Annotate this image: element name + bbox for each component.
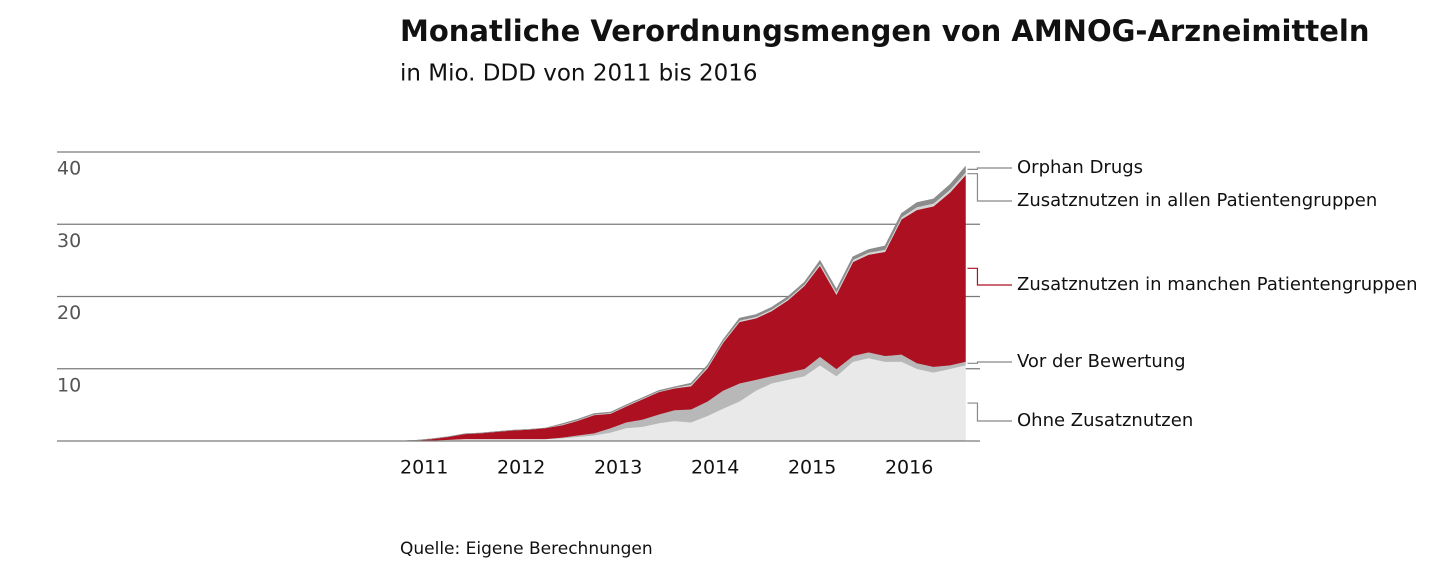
x-tick-label: 2015 [788, 457, 836, 479]
legend-leader [967, 267, 1012, 286]
x-tick-label: 2011 [400, 457, 448, 479]
x-tick-label: 2013 [594, 457, 642, 479]
x-tick-label: 2012 [497, 457, 545, 479]
legend-leader [967, 402, 1012, 422]
x-tick-label: 2014 [691, 457, 739, 479]
y-tick-label: 40 [57, 158, 81, 180]
legend-label: Orphan Drugs [1017, 157, 1143, 178]
legend-leader [967, 361, 1012, 364]
area [399, 165, 966, 442]
y-tick-label: 30 [57, 230, 81, 252]
legend-leader [967, 173, 1012, 202]
legend-leader [967, 167, 1012, 170]
source-note: Quelle: Eigene Berechnungen [400, 539, 653, 559]
legend-label: Vor der Bewertung [1017, 351, 1186, 372]
legend-label: Ohne Zusatznutzen [1017, 410, 1193, 431]
y-tick-label: 10 [57, 374, 81, 396]
chart-subtitle: in Mio. DDD von 2011 bis 2016 [400, 61, 757, 87]
y-tick-label: 20 [57, 302, 81, 324]
chart-title: Monatliche Verordnungsmengen von AMNOG-A… [400, 14, 1369, 48]
legend-label: Zusatznutzen in allen Patientengruppen [1017, 190, 1377, 211]
x-tick-label: 2016 [885, 457, 933, 479]
legend-label: Zusatznutzen in manchen Patientengruppen [1017, 274, 1418, 295]
